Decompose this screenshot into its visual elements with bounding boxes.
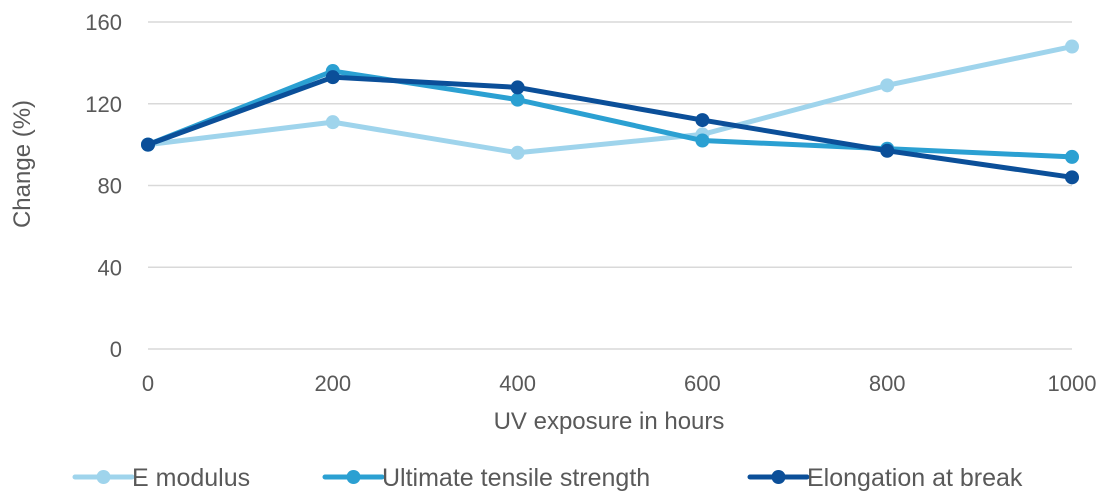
series-line <box>145 44 1075 156</box>
x-axis-ticks: 0 200 400 600 800 1000 <box>142 371 1097 396</box>
series-3 <box>141 70 1079 185</box>
data-point <box>1065 39 1079 54</box>
data-point <box>695 113 710 128</box>
data-point <box>141 137 155 152</box>
data-point <box>880 78 895 93</box>
legend-marker <box>346 470 361 484</box>
data-point <box>325 70 340 85</box>
legend-marker <box>771 470 786 484</box>
data-point <box>1065 149 1079 164</box>
legend-label: Ultimate tensile strength <box>382 464 650 492</box>
x-tick-label: 600 <box>684 371 721 396</box>
y-tick-label: 80 <box>98 174 122 199</box>
series-2 <box>141 64 1079 164</box>
data-point <box>880 143 895 158</box>
legend-item-3: Elongation at break <box>747 464 1023 492</box>
x-tick-label: 400 <box>499 371 536 396</box>
y-tick-label: 40 <box>98 255 122 280</box>
y-tick-label: 0 <box>110 337 122 362</box>
x-tick-label: 200 <box>314 371 351 396</box>
series-line <box>145 68 1075 160</box>
data-point <box>510 145 525 160</box>
x-tick-label: 800 <box>869 371 906 396</box>
legend-label: Elongation at break <box>807 464 1023 492</box>
y-axis-ticks: 0 40 80 120 160 <box>85 10 122 362</box>
legend-marker <box>96 470 111 484</box>
data-point <box>325 115 340 130</box>
y-axis-title: Change (%) <box>9 100 36 228</box>
x-tick-label: 1000 <box>1048 371 1097 396</box>
legend: E modulus Ultimate tensile strength Elonga… <box>72 464 1023 492</box>
series-1 <box>141 39 1079 160</box>
legend-label: E modulus <box>132 464 250 492</box>
legend-item-2: Ultimate tensile strength <box>322 464 650 492</box>
y-tick-label: 160 <box>85 10 122 35</box>
grid-lines <box>148 21 1072 350</box>
y-tick-label: 120 <box>85 92 122 117</box>
data-point <box>695 133 710 148</box>
series-lines <box>141 39 1079 185</box>
data-point <box>510 92 525 107</box>
legend-item-1: E modulus <box>72 464 250 492</box>
x-axis-title: UV exposure in hours <box>494 408 725 435</box>
data-point <box>510 80 525 95</box>
series-line <box>145 74 1075 180</box>
data-point <box>1065 170 1079 185</box>
x-tick-label: 0 <box>142 371 154 396</box>
